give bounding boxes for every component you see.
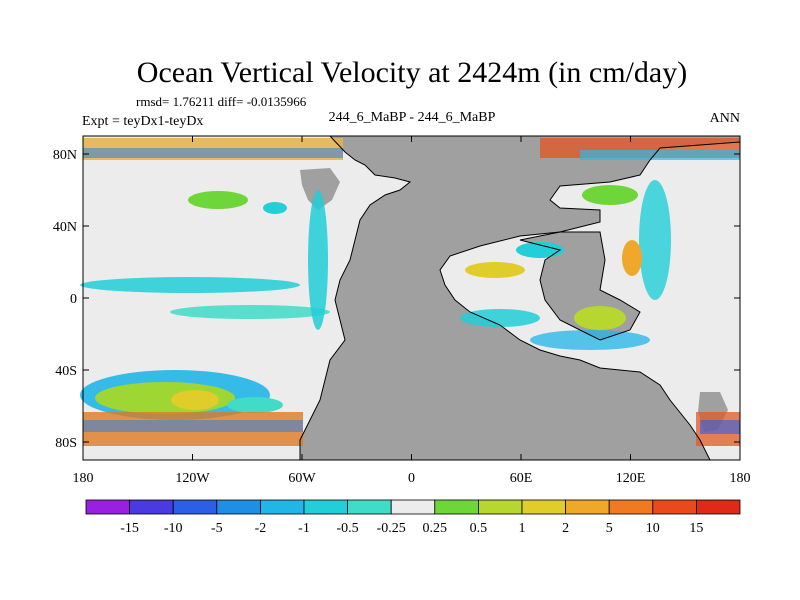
land-main	[300, 136, 740, 460]
map-panel	[80, 135, 741, 461]
colorbar: -15 -10 -5 -2 -1 -0.5 -0.25 0.25 0.5 1 2 5 10 15	[85, 499, 741, 536]
y-tick-label: 80N	[53, 148, 77, 163]
x-tick-label: 60W	[288, 471, 316, 486]
chart-title: Ocean Vertical Velocity at 2424m (in cm/…	[137, 56, 687, 89]
case-label: 244_6_MaBP - 244_6_MaBP	[329, 110, 496, 125]
south-basin-cyan	[530, 330, 650, 350]
colorbar-swatch	[259, 499, 305, 515]
colorbar-swatch	[172, 499, 218, 515]
y-tick-label: 40S	[55, 364, 77, 379]
axes: 180 120W 60W 0 60E 120E 180 80N 40N 0 40S 80S	[53, 136, 751, 486]
n-pacific-cyan	[263, 202, 287, 214]
coastline-main	[299, 135, 412, 460]
basin-green	[574, 306, 626, 330]
colorbar-label: -0.5	[337, 521, 359, 536]
x-tick-label: 180	[73, 471, 94, 486]
coastline-basin	[519, 231, 641, 341]
east-coast-orange	[622, 240, 642, 276]
antarctic-east-band-blue	[700, 420, 740, 434]
colorbar-label: -5	[211, 521, 223, 536]
s-pacific-yellow	[171, 390, 219, 410]
eq-pacific-cyan-2	[170, 305, 330, 319]
colorbar-label: 5	[606, 521, 613, 536]
colorbar-swatch	[303, 499, 348, 515]
season-label: ANN	[710, 111, 740, 126]
s-pacific-patch-2	[227, 397, 283, 413]
colorbar-swatch	[347, 499, 392, 515]
colorbar-label: -2	[255, 521, 267, 536]
arctic-band-east-blue	[580, 150, 740, 160]
n-pacific-green	[188, 191, 248, 209]
y-tick-label: 0	[70, 292, 77, 307]
stats-label: rmsd= 1.76211 diff= -0.0135966	[136, 94, 307, 109]
x-tick-label: 120E	[616, 471, 646, 486]
colorbar-swatch	[85, 499, 130, 515]
x-tick-label: 0	[408, 471, 415, 486]
colorbar-swatch	[608, 499, 654, 515]
east-ocean-green	[582, 185, 638, 205]
coastline-east	[439, 141, 741, 461]
colorbar-label: -15	[120, 521, 139, 536]
colorbar-label: 15	[689, 521, 703, 536]
colorbar-label: 10	[646, 521, 660, 536]
eq-pacific-cyan	[80, 277, 300, 293]
colorbar-label: -0.25	[377, 521, 406, 536]
colorbar-swatch	[696, 499, 741, 515]
coastlines	[299, 135, 741, 461]
y-tick-label: 40N	[53, 220, 77, 235]
basin-cyan	[516, 242, 564, 258]
antarctic-band-blue	[83, 420, 303, 432]
colorbar-swatch	[652, 499, 697, 515]
colorbar-swatch	[521, 499, 566, 515]
west-coast-cyan	[308, 190, 328, 330]
arctic-band-blue	[83, 148, 343, 158]
colorbar-label: 0.25	[423, 521, 448, 536]
colorbar-label: 1	[519, 521, 526, 536]
basin-yellow	[465, 262, 525, 278]
colorbar-swatch	[216, 499, 261, 515]
x-tick-label: 120W	[175, 471, 210, 486]
colorbar-swatch	[477, 499, 523, 515]
x-tick-label: 180	[730, 471, 751, 486]
colorbar-label: 2	[562, 521, 569, 536]
x-tick-label: 60E	[510, 471, 533, 486]
colorbar-swatch	[129, 499, 174, 515]
basin-cyan-2	[460, 309, 540, 327]
colorbar-swatch	[565, 499, 610, 515]
colorbar-label: -10	[164, 521, 183, 536]
y-tick-label: 80S	[55, 436, 77, 451]
colorbar-swatch	[434, 499, 479, 515]
east-coast-cyan	[639, 180, 671, 300]
velocity-field	[80, 138, 740, 446]
colorbar-swatch	[390, 499, 436, 515]
land-west-patch	[300, 168, 340, 210]
colorbar-label: 0.5	[470, 521, 488, 536]
colorbar-label: -1	[298, 521, 310, 536]
experiment-label: Expt = teyDx1-teyDx	[82, 114, 203, 129]
